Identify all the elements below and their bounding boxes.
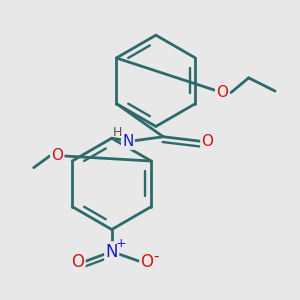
Text: -: - [154,249,159,264]
Text: H: H [113,126,122,140]
Text: O: O [201,134,213,149]
Text: N: N [122,134,134,149]
Text: O: O [216,85,228,100]
Text: +: + [115,237,126,250]
Text: N: N [106,243,118,261]
Text: O: O [141,253,154,271]
Text: O: O [71,253,84,271]
Text: O: O [51,148,63,164]
